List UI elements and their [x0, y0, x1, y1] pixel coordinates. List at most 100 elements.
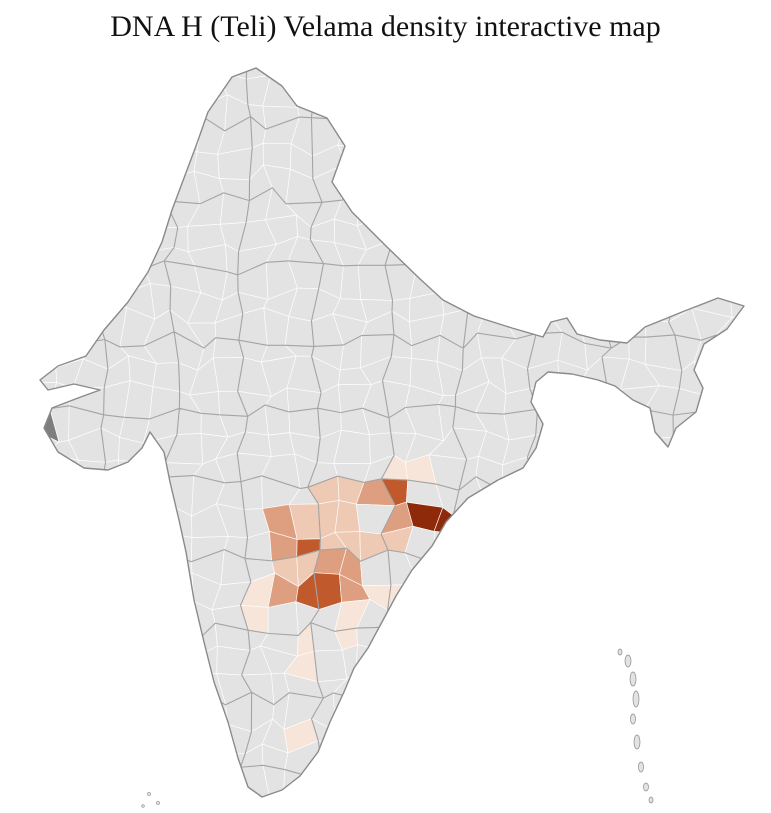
district[interactable] — [465, 746, 488, 779]
district[interactable] — [98, 670, 131, 703]
district[interactable] — [749, 128, 771, 156]
district[interactable] — [452, 512, 492, 539]
district[interactable] — [433, 531, 468, 565]
district[interactable] — [479, 576, 514, 612]
district[interactable] — [574, 169, 599, 198]
district[interactable] — [72, 475, 104, 511]
district[interactable] — [576, 621, 608, 653]
district[interactable] — [20, 284, 48, 321]
district[interactable] — [44, 577, 83, 611]
district[interactable] — [456, 263, 477, 294]
district[interactable] — [597, 773, 634, 798]
district[interactable] — [739, 549, 771, 580]
district[interactable] — [505, 595, 532, 634]
district[interactable] — [572, 121, 607, 155]
district[interactable] — [72, 220, 103, 251]
district[interactable] — [667, 676, 704, 709]
district[interactable] — [652, 235, 679, 273]
district[interactable] — [595, 48, 633, 80]
district[interactable] — [115, 791, 153, 813]
district[interactable] — [645, 748, 679, 777]
district[interactable] — [24, 679, 58, 707]
district[interactable] — [142, 551, 181, 584]
district[interactable] — [719, 149, 750, 180]
district[interactable] — [571, 557, 613, 578]
district[interactable] — [385, 788, 413, 813]
district[interactable] — [214, 52, 248, 80]
district[interactable] — [606, 595, 622, 629]
district[interactable] — [745, 764, 767, 804]
district[interactable] — [550, 220, 578, 243]
district[interactable] — [383, 745, 407, 782]
district[interactable] — [67, 698, 107, 733]
district[interactable] — [167, 650, 203, 676]
district[interactable] — [21, 367, 58, 384]
district[interactable] — [654, 678, 682, 703]
district[interactable] — [722, 717, 744, 749]
district[interactable] — [50, 669, 85, 707]
district[interactable] — [169, 73, 200, 108]
district[interactable] — [553, 623, 581, 652]
district[interactable] — [747, 263, 771, 300]
district[interactable] — [101, 740, 126, 771]
district[interactable] — [650, 216, 679, 237]
district[interactable] — [432, 608, 465, 636]
district[interactable] — [432, 578, 459, 610]
district[interactable] — [363, 741, 396, 774]
district[interactable] — [212, 802, 245, 813]
district[interactable] — [360, 98, 395, 127]
district[interactable] — [620, 595, 653, 636]
district[interactable] — [526, 765, 555, 797]
district[interactable] — [123, 220, 156, 252]
district[interactable] — [101, 220, 125, 249]
district[interactable] — [105, 726, 123, 752]
district[interactable] — [550, 240, 577, 273]
district[interactable] — [704, 178, 732, 198]
district[interactable] — [626, 95, 660, 133]
district[interactable] — [74, 191, 103, 223]
district[interactable] — [645, 165, 679, 204]
district[interactable] — [706, 144, 722, 180]
district[interactable] — [694, 796, 723, 813]
district[interactable] — [20, 552, 61, 588]
district[interactable] — [211, 766, 246, 803]
district[interactable] — [93, 235, 129, 265]
district[interactable] — [92, 45, 128, 77]
district[interactable] — [455, 245, 479, 269]
district[interactable] — [555, 146, 584, 180]
district[interactable] — [535, 408, 557, 436]
district[interactable] — [413, 647, 436, 681]
district[interactable] — [579, 651, 605, 679]
district[interactable] — [730, 196, 752, 218]
district[interactable] — [176, 743, 201, 779]
district[interactable] — [677, 194, 707, 223]
district[interactable] — [100, 480, 122, 517]
district[interactable] — [572, 78, 606, 106]
district[interactable] — [406, 173, 431, 203]
district[interactable] — [627, 270, 659, 294]
district[interactable] — [26, 213, 60, 242]
district[interactable] — [742, 654, 771, 681]
district[interactable] — [503, 717, 541, 747]
district[interactable] — [56, 116, 78, 154]
district[interactable] — [715, 528, 751, 563]
district[interactable] — [240, 801, 271, 813]
district[interactable] — [524, 117, 558, 157]
district[interactable] — [751, 289, 771, 319]
district[interactable] — [456, 695, 480, 723]
district[interactable] — [357, 147, 388, 172]
district[interactable] — [549, 68, 574, 106]
district[interactable] — [457, 801, 485, 813]
district[interactable] — [483, 798, 513, 813]
district[interactable] — [116, 75, 153, 105]
district[interactable] — [358, 68, 394, 107]
district[interactable] — [626, 456, 659, 485]
district[interactable] — [622, 560, 650, 589]
district[interactable] — [623, 288, 652, 325]
district[interactable] — [549, 385, 580, 417]
district[interactable] — [528, 600, 554, 627]
district[interactable] — [526, 530, 565, 556]
district[interactable] — [332, 692, 366, 733]
district[interactable] — [358, 46, 393, 82]
district[interactable] — [601, 477, 631, 515]
